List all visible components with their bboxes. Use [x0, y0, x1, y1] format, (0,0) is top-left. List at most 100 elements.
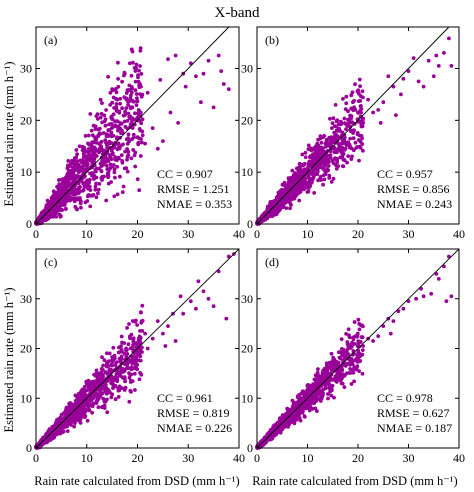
scatter-point [188, 61, 193, 66]
scatter-point [327, 135, 332, 140]
scatter-point [97, 182, 102, 186]
scatter-point [343, 107, 348, 111]
scatter-point [137, 188, 142, 193]
scatter-point [51, 194, 56, 199]
x-tick-label: 30 [403, 227, 415, 241]
scatter-point [199, 100, 203, 105]
scatter-point [351, 136, 356, 141]
scatter-point [120, 386, 124, 390]
scatter-point [126, 136, 130, 141]
scatter-point [97, 126, 102, 131]
scatter-point [326, 164, 331, 168]
scatter-point [358, 84, 362, 88]
scatter-point [65, 429, 70, 433]
scatter-point [135, 96, 139, 100]
scatter-point [155, 319, 160, 323]
y-tick-label: 0 [26, 441, 32, 455]
scatter-point [114, 136, 119, 141]
scatter-point [75, 152, 79, 157]
scatter-point [74, 206, 79, 211]
scatter-point [94, 195, 99, 200]
scatter-point [301, 182, 306, 187]
scatter-point [96, 397, 101, 401]
scatter-point [109, 180, 113, 184]
scatter-point [94, 114, 99, 118]
scatter-point [426, 58, 431, 63]
scatter-point [123, 109, 127, 114]
scatter-point [337, 127, 342, 132]
scatter-point [315, 169, 320, 174]
scatter-point [111, 345, 116, 350]
scatter-point [135, 323, 140, 327]
scatter-point [72, 156, 77, 161]
scatter-point [138, 82, 142, 86]
scatter-point [85, 418, 90, 423]
scatter-point [57, 212, 62, 217]
scatter-point [161, 331, 165, 336]
scatter-point [105, 146, 109, 150]
scatter-point [90, 148, 94, 153]
scatter-point [116, 141, 121, 146]
scatter-point [114, 105, 119, 110]
scatter-point [125, 326, 129, 330]
scatter-point [138, 110, 143, 115]
scatter-point [116, 60, 120, 65]
scatter-point [137, 377, 142, 382]
scatter-point [124, 166, 129, 171]
scatter-point [133, 88, 138, 93]
scatter-point [351, 100, 355, 105]
x-tick-label: 40 [233, 451, 245, 465]
scatter-point [111, 95, 116, 100]
scatter-point [201, 71, 206, 76]
y-tick-label: 20 [20, 342, 32, 356]
y-tick-label: 0 [247, 217, 253, 231]
x-tick-label: 40 [233, 227, 245, 241]
one-to-one-line [35, 26, 230, 225]
scatter-point [126, 153, 131, 158]
scatter-point [83, 184, 87, 189]
scatter-point [119, 369, 124, 374]
scatter-point [86, 147, 91, 151]
scatter-point [166, 57, 170, 61]
scatter-point [126, 342, 131, 347]
scatter-point [150, 126, 155, 130]
scatter-point [140, 133, 145, 138]
scatter-point [416, 79, 421, 84]
scatter-point [96, 134, 100, 139]
scatter-point [136, 141, 141, 146]
scatter-point [71, 178, 75, 183]
scatter-point [86, 181, 90, 186]
scatter-point [136, 73, 140, 77]
scatter-point [285, 197, 290, 201]
scatter-point [105, 167, 110, 172]
scatter-point [58, 191, 63, 196]
scatter-point [127, 99, 132, 104]
scatter-point [87, 142, 92, 147]
scatter-point [118, 374, 123, 378]
x-tick-label: 20 [132, 227, 144, 241]
scatter-point [166, 324, 170, 328]
x-tick-label: 10 [81, 451, 93, 465]
scatter-point [80, 144, 85, 149]
scatter-point [345, 124, 350, 128]
scatter-point [140, 303, 145, 308]
scatter-point [130, 126, 135, 130]
scatter-point [319, 140, 324, 145]
scatter-point [116, 155, 121, 160]
scatter-point [436, 64, 441, 68]
scatter-point [126, 103, 130, 107]
scatter-point [353, 82, 357, 87]
scatter-point [357, 77, 362, 82]
scatter-point [224, 316, 229, 321]
scatter-point [359, 110, 363, 115]
scatter-point [61, 203, 66, 207]
scatter-point [91, 395, 96, 399]
scatter-point [356, 138, 361, 142]
scatter-point [97, 131, 102, 136]
scatter-point [350, 90, 355, 95]
scatter-point [163, 344, 168, 348]
scatter-point [294, 189, 299, 194]
scatter-point [77, 408, 81, 413]
